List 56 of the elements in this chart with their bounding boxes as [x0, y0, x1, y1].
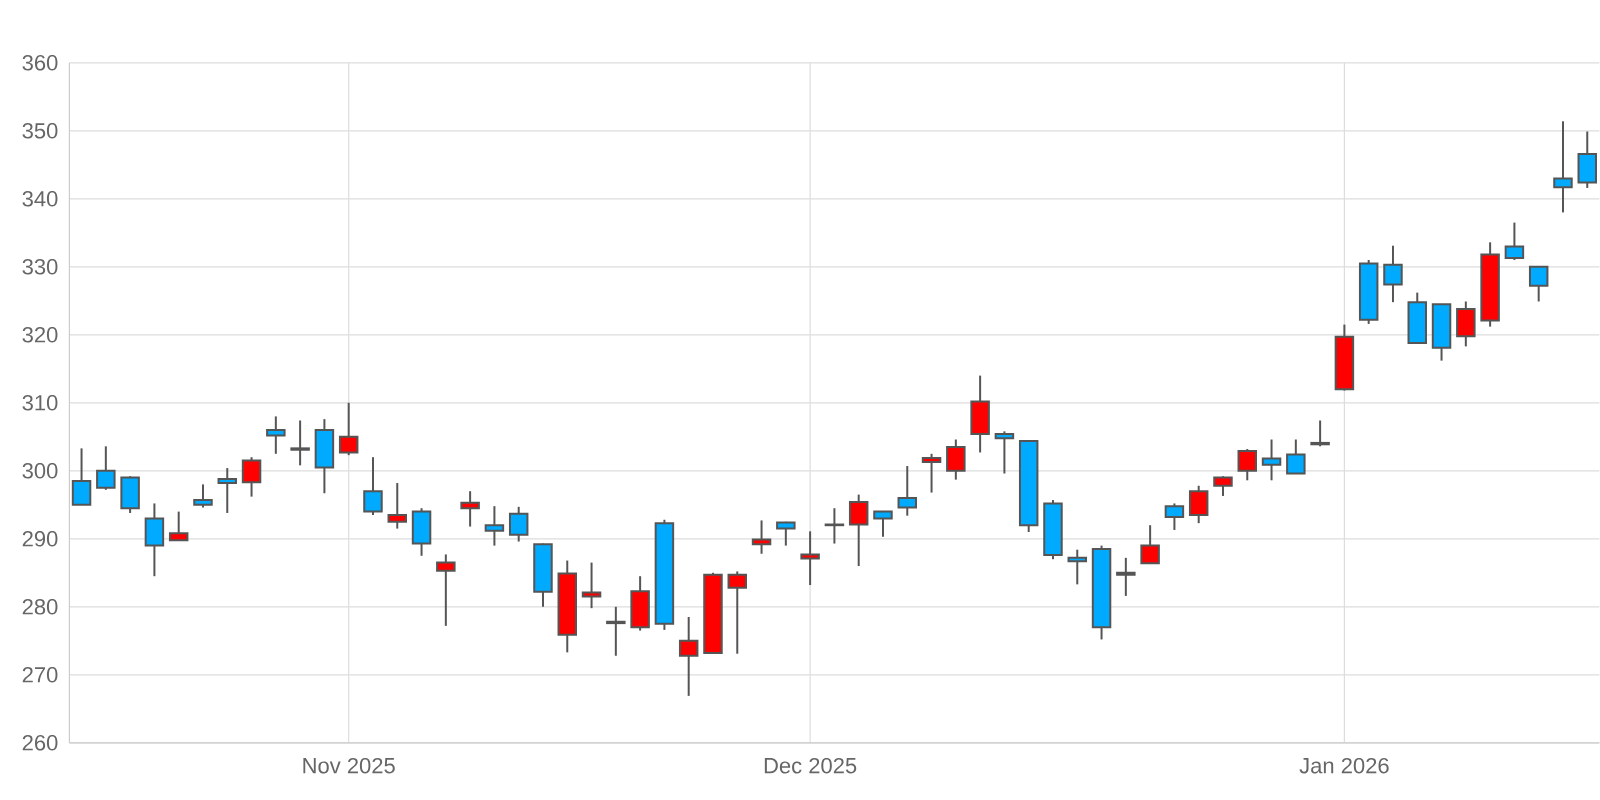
y-tick-label: 330	[22, 259, 58, 275]
candlestick	[1504, 221, 1525, 261]
candlestick	[363, 456, 383, 516]
y-tick-label: 270	[22, 667, 58, 683]
candlestick	[484, 505, 505, 547]
candlestick	[1116, 556, 1136, 597]
y-tick-label: 360	[22, 55, 58, 71]
candlestick	[1383, 244, 1403, 304]
candlestick	[606, 605, 626, 657]
y-tick-label: 300	[22, 463, 58, 479]
x-tick-label: Dec 2025	[764, 757, 857, 774]
candlestick	[290, 419, 310, 467]
candlestick	[71, 447, 92, 506]
candlestick	[217, 467, 238, 514]
candlestick	[727, 570, 748, 655]
candlestick	[460, 490, 480, 528]
candlestick	[193, 483, 213, 509]
y-tick-label: 260	[22, 735, 58, 751]
y-tick-label: 290	[22, 531, 58, 547]
candlestick	[800, 530, 820, 587]
candlestick	[508, 505, 529, 543]
candlestick	[1286, 438, 1306, 475]
candlestick	[1213, 475, 1233, 497]
y-tick-label: 310	[22, 395, 58, 411]
y-tick-label: 340	[22, 191, 58, 207]
candlestick	[751, 519, 772, 555]
candlestick	[897, 465, 918, 517]
candlestick	[338, 401, 359, 457]
y-tick-label: 350	[22, 123, 58, 139]
candlestick	[921, 452, 942, 494]
candlestick	[168, 510, 189, 542]
candlestick	[678, 616, 699, 697]
candlestick	[776, 520, 796, 547]
candlestick	[873, 510, 893, 538]
x-tick-label: Nov 2025	[303, 757, 395, 774]
candlestick	[266, 415, 286, 455]
candlestick	[994, 430, 1015, 475]
candlestick	[436, 553, 456, 627]
candlestick	[1553, 120, 1573, 214]
candlestick	[1310, 419, 1330, 448]
y-tick-label: 320	[22, 327, 58, 343]
candlestick	[1140, 524, 1160, 565]
candlestick	[848, 493, 869, 567]
candlestick	[1188, 484, 1209, 525]
candlestick	[581, 561, 602, 610]
candlestick	[387, 482, 408, 530]
y-tick-label: 280	[22, 599, 58, 615]
candlestick	[1261, 438, 1282, 482]
candlestick	[1164, 502, 1185, 531]
candlestick	[96, 445, 116, 491]
x-tick-label: Jan 2026	[1299, 757, 1389, 774]
candlestick	[1067, 548, 1088, 586]
candlestick	[1237, 448, 1257, 482]
candlestick	[241, 456, 262, 498]
candlestick	[946, 438, 966, 481]
candlestick	[1528, 265, 1549, 303]
